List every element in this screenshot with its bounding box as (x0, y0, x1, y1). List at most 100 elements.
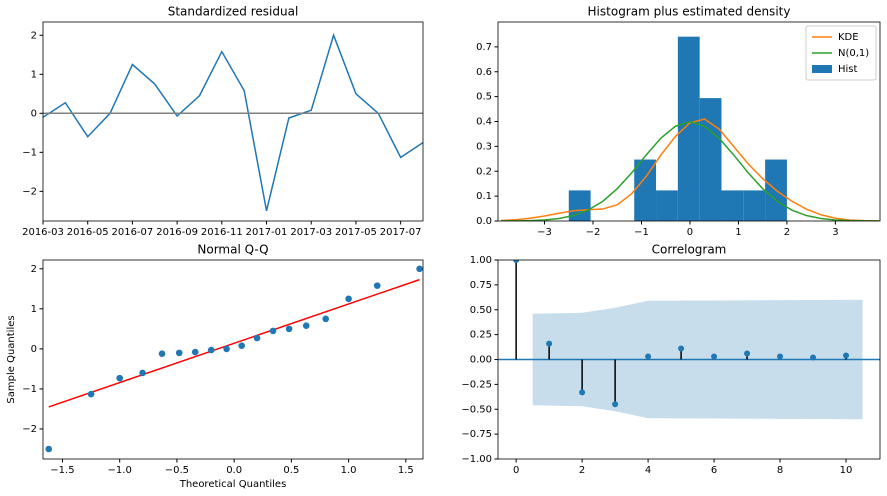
y-tick-label: 1 (31, 304, 37, 315)
x-tick-label: −1 (634, 227, 649, 238)
subplot-title: Correlogram (652, 243, 727, 257)
y-tick-label: 0.0 (476, 216, 492, 227)
x-tick-label: 2017-03 (290, 227, 332, 238)
point (175, 349, 183, 357)
density-line (500, 120, 880, 221)
legend-label: KDE (838, 32, 859, 43)
legend-label: Hist (838, 64, 858, 75)
stem-marker (744, 350, 751, 357)
x-tick-label: −1.0 (108, 465, 132, 476)
y-tick-label: 1.00 (470, 255, 492, 266)
x-tick-label: 3 (832, 227, 838, 238)
subplot: Standardized residual −2 −1 0 1 2 2016-03 2016-… (22, 5, 424, 238)
hist-bar (656, 190, 678, 221)
y-tick-label: 0 (31, 108, 37, 119)
point (45, 445, 53, 453)
y-tick-label: −2 (22, 186, 37, 197)
y-tick-label: −1 (22, 147, 37, 158)
x-tick-label: 10 (840, 465, 853, 476)
x-tick-label: −3 (537, 227, 552, 238)
point (191, 348, 199, 356)
subplot: Histogram plus estimated density 0.0 0.1 0.… (476, 5, 881, 238)
x-tick-label: 0.0 (226, 465, 242, 476)
hist-bar (634, 159, 657, 221)
stem-marker (810, 354, 817, 361)
y-tick-label: 0.00 (470, 355, 492, 366)
point (158, 350, 166, 357)
axes-frame (497, 21, 881, 222)
y-tick-label: 0 (31, 344, 37, 355)
point (139, 369, 146, 377)
x-tick-label: 1.5 (398, 465, 414, 476)
y-tick-label: −0.25 (461, 379, 492, 390)
x-tick-label: 8 (777, 465, 783, 476)
y-tick-label: 0.7 (476, 42, 492, 53)
y-tick-label: 1 (31, 69, 37, 80)
hist-bar (699, 98, 722, 221)
stem-marker (579, 389, 586, 396)
density-line (500, 118, 880, 221)
stem-marker (678, 345, 685, 352)
x-tick-label: 0.5 (283, 465, 299, 476)
subplot: Correlogram −1.00 −0.75 −0.50 −0.25 0.00 0.25 0… (461, 243, 881, 476)
axes-frame (42, 21, 424, 222)
point (345, 295, 352, 303)
y-tick-label: 0.3 (476, 141, 492, 152)
y-tick-label: −2 (22, 424, 37, 435)
y-tick-label: 0.25 (470, 330, 492, 341)
legend-label: N(0,1) (838, 48, 869, 59)
x-tick-label: 2016-11 (201, 227, 243, 238)
point (207, 346, 215, 354)
point (87, 390, 95, 398)
hist-bar (721, 190, 744, 221)
x-tick-label: 2016-07 (112, 227, 154, 238)
legend: KDE N(0,1) Hist (805, 25, 877, 81)
y-tick-label: 2 (31, 264, 37, 275)
x-tick-label: 6 (711, 465, 717, 476)
x-tick-label: 1 (735, 227, 741, 238)
x-tick-label: 2017-07 (380, 227, 422, 238)
hist-bar (743, 190, 766, 221)
hist-bar (568, 190, 591, 221)
point (373, 282, 381, 289)
x-tick-label: −0.5 (165, 465, 189, 476)
point (302, 322, 310, 329)
series-line (43, 32, 423, 212)
x-tick-label: −1.5 (50, 465, 74, 476)
y-tick-label: 0.2 (476, 166, 492, 177)
y-tick-label: 0.1 (476, 191, 492, 202)
x-tick-label: 2016-03 (22, 227, 64, 238)
x-tick-label: 2 (579, 465, 585, 476)
stem-marker (612, 401, 619, 408)
subplot-title: Normal Q-Q (197, 243, 268, 257)
x-tick-label: 2017-01 (246, 227, 288, 238)
axes-frame (497, 259, 881, 460)
x-axis-label: Theoretical Quantiles (179, 479, 287, 490)
stem-marker (546, 340, 553, 347)
y-tick-label: −1.00 (461, 454, 492, 465)
point (253, 334, 261, 342)
x-tick-label: 2 (784, 227, 790, 238)
y-tick-label: −0.50 (461, 404, 492, 415)
plot-area (500, 36, 880, 221)
point (322, 315, 330, 323)
hist-bar (677, 36, 700, 221)
plot-area (498, 260, 880, 420)
point (416, 265, 423, 273)
subplot: Normal Q-Q Theoretical Quantiles Sample Qu… (6, 243, 424, 490)
y-tick-label: 2 (31, 30, 37, 41)
x-tick-label: 1.0 (341, 465, 357, 476)
y-tick-label: 0.50 (470, 305, 492, 316)
subplot-title: Standardized residual (168, 5, 299, 19)
axes-frame (42, 259, 424, 460)
stem-marker (843, 352, 850, 359)
x-tick-label: −2 (586, 227, 601, 238)
point (116, 374, 123, 382)
y-tick-label: 0.75 (470, 280, 492, 291)
y-tick-label: −1 (22, 384, 37, 395)
x-tick-label: 2017-05 (335, 227, 377, 238)
plot-area (45, 265, 423, 453)
legend-swatch (812, 65, 832, 73)
plot-area (43, 32, 423, 212)
